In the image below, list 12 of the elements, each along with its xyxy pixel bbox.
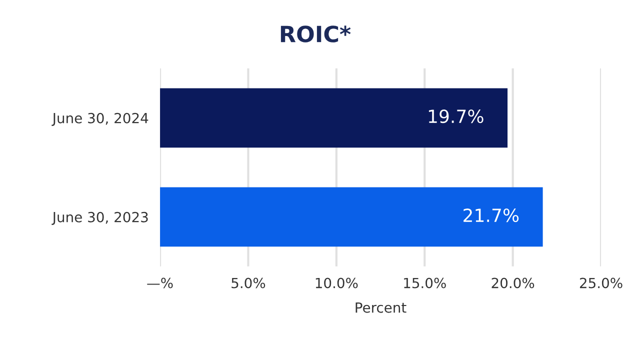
- x-tick-label: 5.0%: [232, 278, 266, 288]
- data-label: 21.7%: [464, 208, 519, 222]
- data-label: 19.7%: [428, 109, 484, 124]
- y-tick-label: June 30, 2023: [52, 212, 148, 225]
- x-tick-label: 15.0%: [404, 278, 446, 288]
- x-tick-label: 10.0%: [316, 278, 358, 288]
- chart-title: ROIC*: [280, 26, 351, 42]
- x-tick-label: 20.0%: [492, 278, 534, 288]
- x-tick-label: 25.0%: [580, 278, 622, 288]
- y-tick-label: June 30, 2024: [52, 112, 148, 126]
- x-axis-title: Percent: [356, 302, 406, 313]
- x-tick-label: —%: [147, 278, 173, 288]
